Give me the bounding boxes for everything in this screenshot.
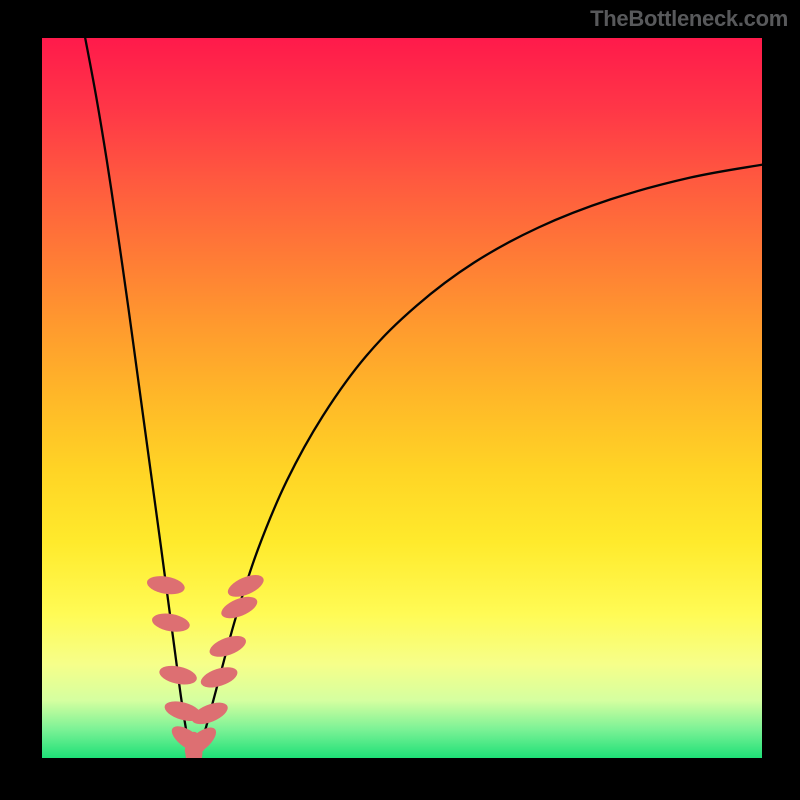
plot-svg (0, 0, 800, 800)
watermark-text: TheBottleneck.com (590, 6, 788, 32)
gradient-background (42, 38, 762, 758)
chart-container: TheBottleneck.com (0, 0, 800, 800)
